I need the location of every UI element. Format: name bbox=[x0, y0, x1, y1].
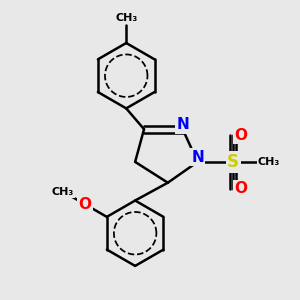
Text: CH₃: CH₃ bbox=[52, 187, 74, 196]
Text: CH₃: CH₃ bbox=[258, 157, 280, 167]
Text: O: O bbox=[234, 181, 247, 196]
Text: N: N bbox=[191, 150, 204, 165]
Text: O: O bbox=[234, 128, 247, 142]
Text: CH₃: CH₃ bbox=[115, 13, 137, 23]
Text: N: N bbox=[176, 117, 189, 132]
Text: O: O bbox=[78, 197, 92, 212]
Text: S: S bbox=[227, 153, 239, 171]
